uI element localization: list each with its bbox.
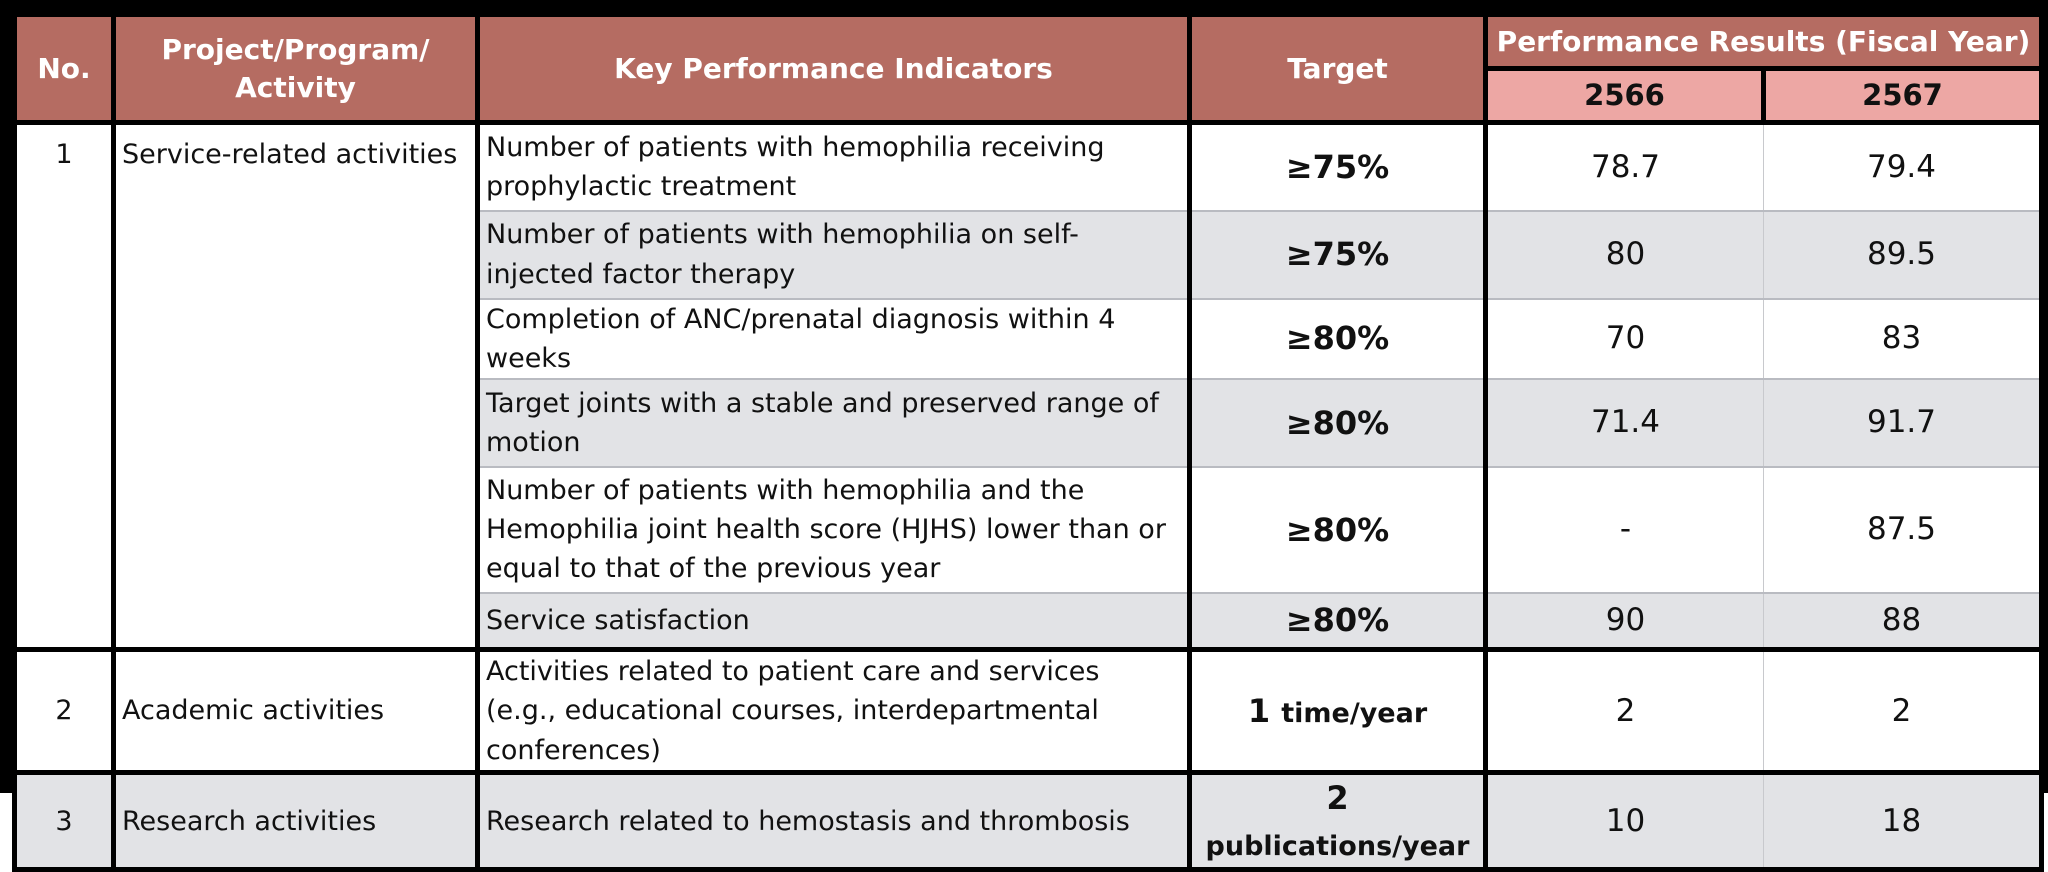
kpi-table: No. Project/Program/ Activity Key Perfor… [12,12,2044,872]
result-2567: 79.4 [1763,122,2044,211]
kpi-text: Completion of ANC/prenatal diagnosis wit… [475,297,1192,379]
target-value: ≥80% [1187,297,1488,379]
result-2566: 80 [1483,209,1764,299]
target-number: 2 [1326,778,1349,817]
table-row: 2 Academic activities Activities related… [12,647,2044,773]
header-year-2566: 2566 [1483,66,1766,125]
target-unit: publications/year [1205,831,1470,863]
target-value: ≥80% [1187,377,1488,467]
result-2567: 89.5 [1763,209,2044,299]
target-value: 2 publications/year [1187,769,1488,872]
kpi-text: Number of patients with hemophilia recei… [475,122,1192,211]
kpi-text: Number of patients with hemophilia on se… [475,209,1192,299]
table-row: 1 Service-related activities Number of p… [12,122,2044,650]
row-number: 1 [12,122,116,650]
target-value: 1 time/year [1187,647,1488,773]
kpi-text: Research related to hemostasis and throm… [475,769,1192,872]
result-2567: 88 [1763,591,2044,650]
project-name: Research activities [111,769,480,872]
header-target: Target [1187,12,1488,125]
result-2566: - [1483,465,1764,593]
table-row: 3 Research activities Research related t… [12,769,2044,872]
target-value: ≥80% [1187,591,1488,650]
header-no: No. [12,12,116,125]
result-2567: 2 [1763,647,2044,773]
result-2566: 70 [1483,297,1764,379]
row-number: 2 [12,647,116,773]
row-number: 3 [12,769,116,872]
target-value: ≥80% [1187,465,1488,593]
result-2567: 83 [1763,297,2044,379]
target-unit: time/year [1281,697,1428,729]
table-row: Target joints with a stable and preserve… [15,377,2044,467]
target-number: 1 [1247,691,1271,730]
project-name: Service-related activities [111,122,480,650]
kpi-text: Target joints with a stable and preserve… [475,377,1192,467]
result-2566: 2 [1483,647,1764,773]
result-2567: 87.5 [1763,465,2044,593]
table-row: Number of patients with hemophilia and t… [15,465,2044,593]
result-2567: 18 [1763,769,2044,872]
target-value: ≥75% [1187,209,1488,299]
result-2566: 78.7 [1483,122,1764,211]
result-2567: 91.7 [1763,377,2044,467]
kpi-text: Service satisfaction [475,591,1192,650]
header-project: Project/Program/ Activity [111,12,480,125]
header-project-label: Project/Program/ Activity [161,32,430,104]
table-row: Service satisfaction ≥80% 90 88 [15,591,2044,650]
result-2566: 90 [1483,591,1764,650]
result-2566: 10 [1483,769,1764,872]
kpi-text: Activities related to patient care and s… [475,647,1192,773]
table-row: Number of patients with hemophilia on se… [15,209,2044,299]
project-name: Academic activities [111,647,480,773]
header-year-2567: 2567 [1761,66,2044,125]
result-2566: 71.4 [1483,377,1764,467]
header-kpi: Key Performance Indicators [475,12,1192,125]
header-performance: Performance Results (Fiscal Year) [1483,12,2044,71]
table-row: Completion of ANC/prenatal diagnosis wit… [15,297,2044,379]
kpi-text: Number of patients with hemophilia and t… [475,465,1192,593]
target-value: ≥75% [1187,122,1488,211]
